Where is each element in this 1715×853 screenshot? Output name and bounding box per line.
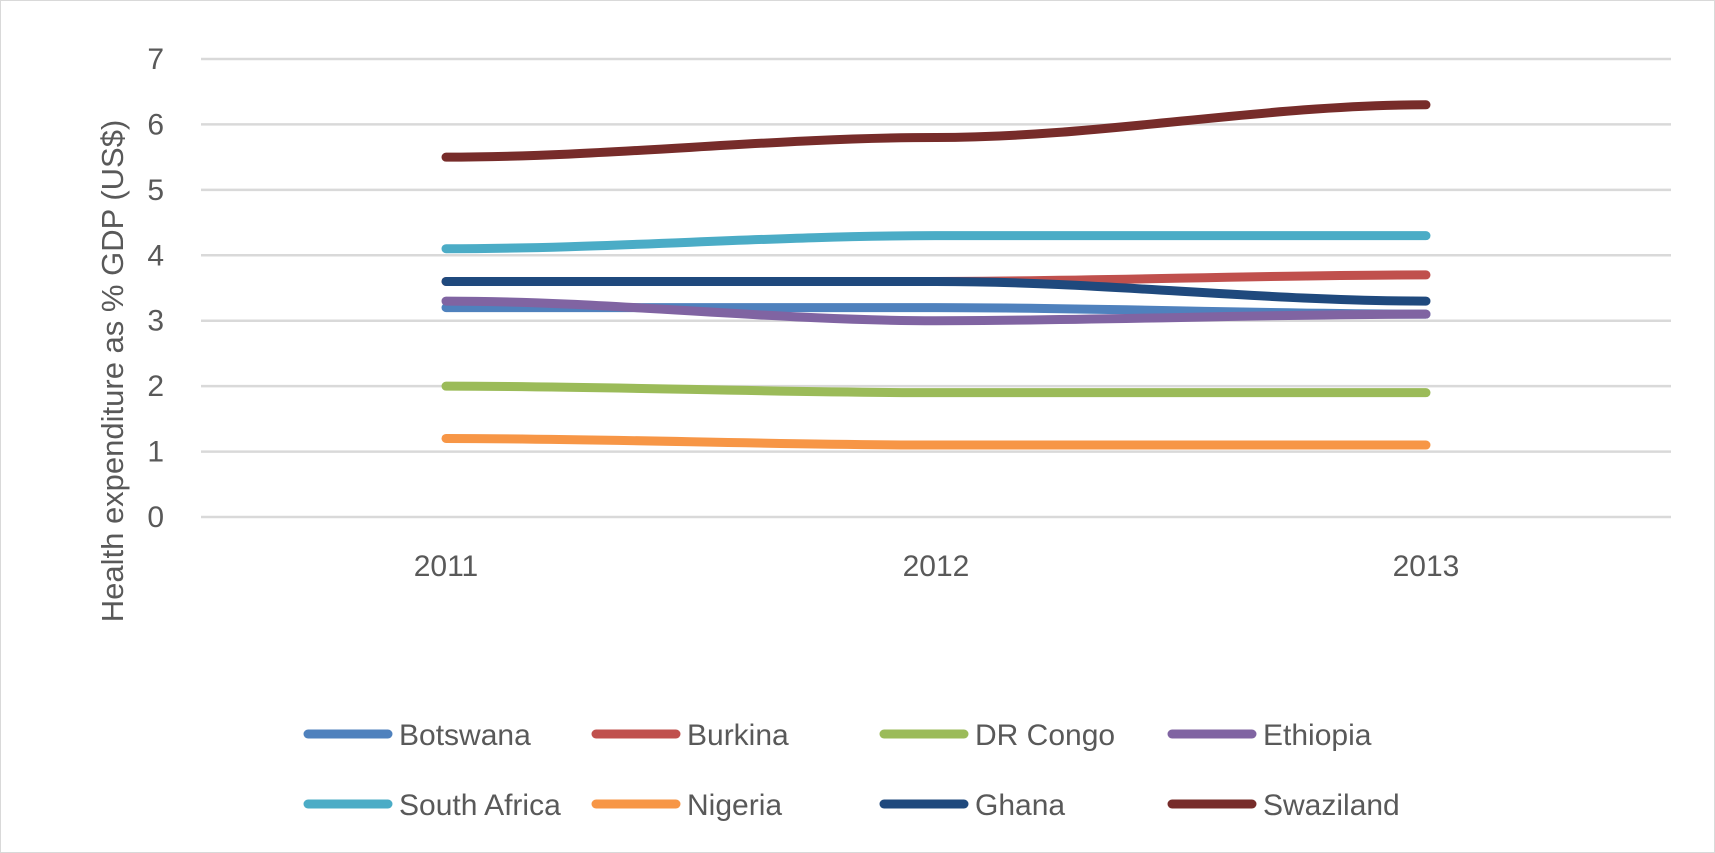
- legend-item-ghana: Ghana: [879, 789, 1065, 822]
- series-line-ghana: [441, 276, 1431, 306]
- legend-label: Botswana: [399, 719, 531, 752]
- legend-item-burkina: Burkina: [591, 719, 789, 752]
- y-tick-label: 1: [147, 436, 164, 469]
- legend-label: South Africa: [399, 789, 561, 822]
- y-tick-label: 0: [147, 501, 164, 534]
- x-axis-ticks: 2011 2012 2013: [414, 550, 1460, 583]
- legend-label: Burkina: [687, 719, 789, 752]
- y-tick-label: 3: [147, 305, 164, 338]
- legend-label: Nigeria: [687, 789, 782, 822]
- legend: Botswana Burkina DR Congo Ethiopia South Afr…: [303, 719, 1400, 822]
- y-tick-label: 6: [147, 108, 164, 141]
- series-lines: [441, 100, 1431, 450]
- legend-label: Ethiopia: [1263, 719, 1372, 752]
- series-line-south-africa: [441, 231, 1431, 254]
- y-axis-label: Health expenditure as % GDP (US$): [95, 120, 130, 623]
- y-axis-ticks: 0 1 2 3 4 5 6 7: [147, 43, 164, 534]
- y-tick-label: 4: [147, 239, 164, 272]
- x-tick-label: 2013: [1393, 550, 1460, 583]
- legend-item-nigeria: Nigeria: [591, 789, 782, 822]
- y-tick-label: 2: [147, 370, 164, 403]
- legend-item-ethiopia: Ethiopia: [1167, 719, 1372, 752]
- y-tick-label: 5: [147, 174, 164, 207]
- legend-item-swaziland: Swaziland: [1167, 789, 1400, 822]
- series-line-ethiopia: [441, 296, 1431, 326]
- y-tick-label: 7: [147, 43, 164, 76]
- legend-label: Swaziland: [1263, 789, 1400, 822]
- legend-item-south-africa: South Africa: [303, 789, 561, 822]
- series-line-dr-congo: [441, 381, 1431, 398]
- x-tick-label: 2012: [903, 550, 970, 583]
- legend-item-botswana: Botswana: [303, 719, 531, 752]
- legend-label: DR Congo: [975, 719, 1115, 752]
- series-line-swaziland: [441, 100, 1431, 162]
- legend-label: Ghana: [975, 789, 1065, 822]
- series-line-nigeria: [441, 433, 1431, 450]
- legend-item-dr-congo: DR Congo: [879, 719, 1115, 752]
- x-tick-label: 2011: [414, 550, 479, 583]
